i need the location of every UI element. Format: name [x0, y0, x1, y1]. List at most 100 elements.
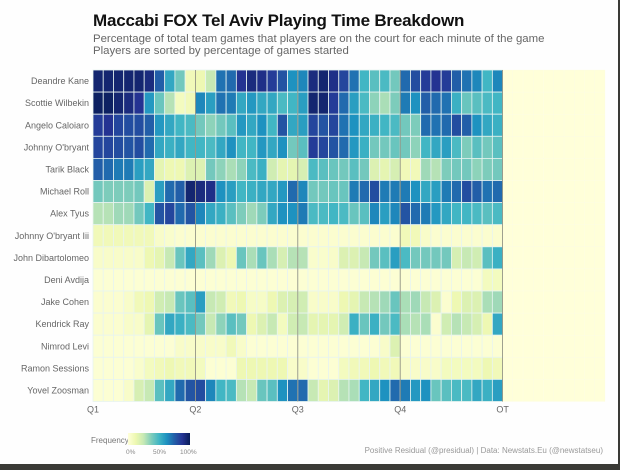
heatmap-cell — [256, 290, 268, 314]
heatmap-cell — [113, 91, 125, 115]
heatmap-cell — [256, 246, 268, 270]
quarter-dividers — [194, 70, 504, 402]
heatmap-cell — [358, 69, 370, 93]
heatmap-cell — [113, 69, 125, 93]
heatmap-cell — [574, 246, 585, 270]
heatmap-cell — [491, 290, 503, 314]
heatmap-cell — [379, 356, 391, 380]
heatmap-cell — [574, 136, 585, 159]
heatmap-cell — [297, 268, 309, 292]
heatmap-cell — [533, 136, 544, 159]
heatmap-cell — [225, 356, 237, 380]
heatmap-cell — [143, 91, 155, 115]
heatmap-cell — [328, 356, 340, 380]
legend-tick-50: 50% — [153, 449, 167, 456]
heatmap-cell — [174, 157, 186, 181]
heatmap-cell — [399, 113, 411, 137]
heatmap-cell — [461, 113, 473, 137]
chart-caption: Positive Residual (@presidual) | Data: N… — [364, 446, 603, 455]
heatmap-cell — [297, 180, 309, 204]
heatmap-cell — [92, 157, 104, 181]
heatmap-cell — [194, 91, 207, 115]
heatmap-cell — [225, 135, 237, 159]
heatmap-cell — [379, 334, 391, 358]
heatmap-cell — [194, 246, 207, 270]
heatmap-cell — [92, 113, 104, 137]
heatmap-cell — [358, 224, 370, 248]
heatmap-cell — [491, 246, 503, 270]
heatmap-cell — [235, 378, 248, 402]
heatmap-cell — [184, 356, 196, 380]
heatmap-cell — [154, 356, 166, 380]
heatmap-cell — [338, 268, 350, 292]
heatmap-cell — [246, 113, 258, 137]
heatmap-cell — [594, 224, 606, 247]
y-tick-label: Angelo Caloiaro — [25, 120, 89, 130]
heatmap-cell — [543, 290, 554, 314]
heatmap-cell — [307, 290, 319, 314]
heatmap-cell — [584, 379, 595, 402]
heatmap-cell — [450, 290, 463, 314]
heatmap-cell — [369, 157, 381, 181]
heatmap-cell — [471, 312, 483, 336]
heatmap-cell — [184, 157, 196, 181]
y-tick-label: Deandre Kane — [31, 76, 89, 86]
heatmap-cell — [491, 312, 503, 336]
heatmap-cell — [154, 180, 166, 204]
heatmap-cell — [369, 91, 381, 115]
heatmap-cell — [297, 356, 309, 380]
heatmap-cell — [174, 268, 186, 292]
heatmap-cell — [256, 378, 268, 402]
heatmap-cell — [154, 312, 166, 336]
heatmap-cell — [399, 312, 411, 336]
heatmap-cell — [512, 379, 524, 402]
legend-tick-0: 0% — [126, 449, 136, 456]
heatmap-cell — [174, 202, 186, 226]
heatmap-cell — [287, 91, 299, 115]
heatmap-cell — [502, 246, 513, 270]
heatmap-cell — [430, 91, 442, 115]
heatmap-cell — [246, 224, 258, 248]
heatmap-cell — [246, 91, 258, 115]
heatmap-cell — [246, 202, 258, 226]
y-tick-label: Johnny O'bryant — [24, 142, 90, 152]
heatmap-cell — [225, 224, 237, 248]
y-tick-label: Jake Cohen — [41, 297, 89, 307]
heatmap-cell — [369, 113, 381, 137]
heatmap-cell — [348, 113, 360, 137]
heatmap-cell — [481, 268, 493, 292]
heatmap-cell — [317, 69, 329, 93]
heatmap-cell — [297, 378, 309, 402]
heatmap-cell — [215, 91, 227, 115]
heatmap-cell — [369, 268, 381, 292]
heatmap-cell — [399, 246, 411, 270]
heatmap-cell — [102, 180, 114, 204]
heatmap-cell — [246, 378, 258, 402]
heatmap-cell — [92, 246, 104, 270]
heatmap-cell — [307, 246, 319, 270]
heatmap-cell — [174, 224, 186, 248]
heatmap-cell — [276, 157, 288, 181]
heatmap-cell — [348, 69, 360, 93]
heatmap-cell — [574, 69, 585, 93]
heatmap-cell — [143, 202, 155, 226]
heatmap-cell — [123, 91, 135, 115]
heatmap-cell — [154, 202, 166, 226]
heatmap-cell — [420, 202, 432, 226]
heatmap-cell — [317, 246, 329, 270]
heatmap-cell — [133, 135, 145, 159]
heatmap-cell — [205, 246, 217, 270]
heatmap-cell — [287, 334, 299, 358]
heatmap-cell — [553, 158, 565, 181]
heatmap-cell — [113, 180, 125, 204]
heatmap-cell — [440, 356, 452, 380]
heatmap-cell — [317, 334, 329, 358]
heatmap-cell — [553, 379, 565, 402]
heatmap-cell — [154, 224, 166, 248]
heatmap-cell — [246, 334, 258, 358]
heatmap-cell — [194, 378, 207, 402]
heatmap-cell — [389, 113, 401, 137]
heatmap-cell — [205, 290, 217, 314]
heatmap-cell — [533, 202, 544, 225]
heatmap-cell — [369, 290, 381, 314]
